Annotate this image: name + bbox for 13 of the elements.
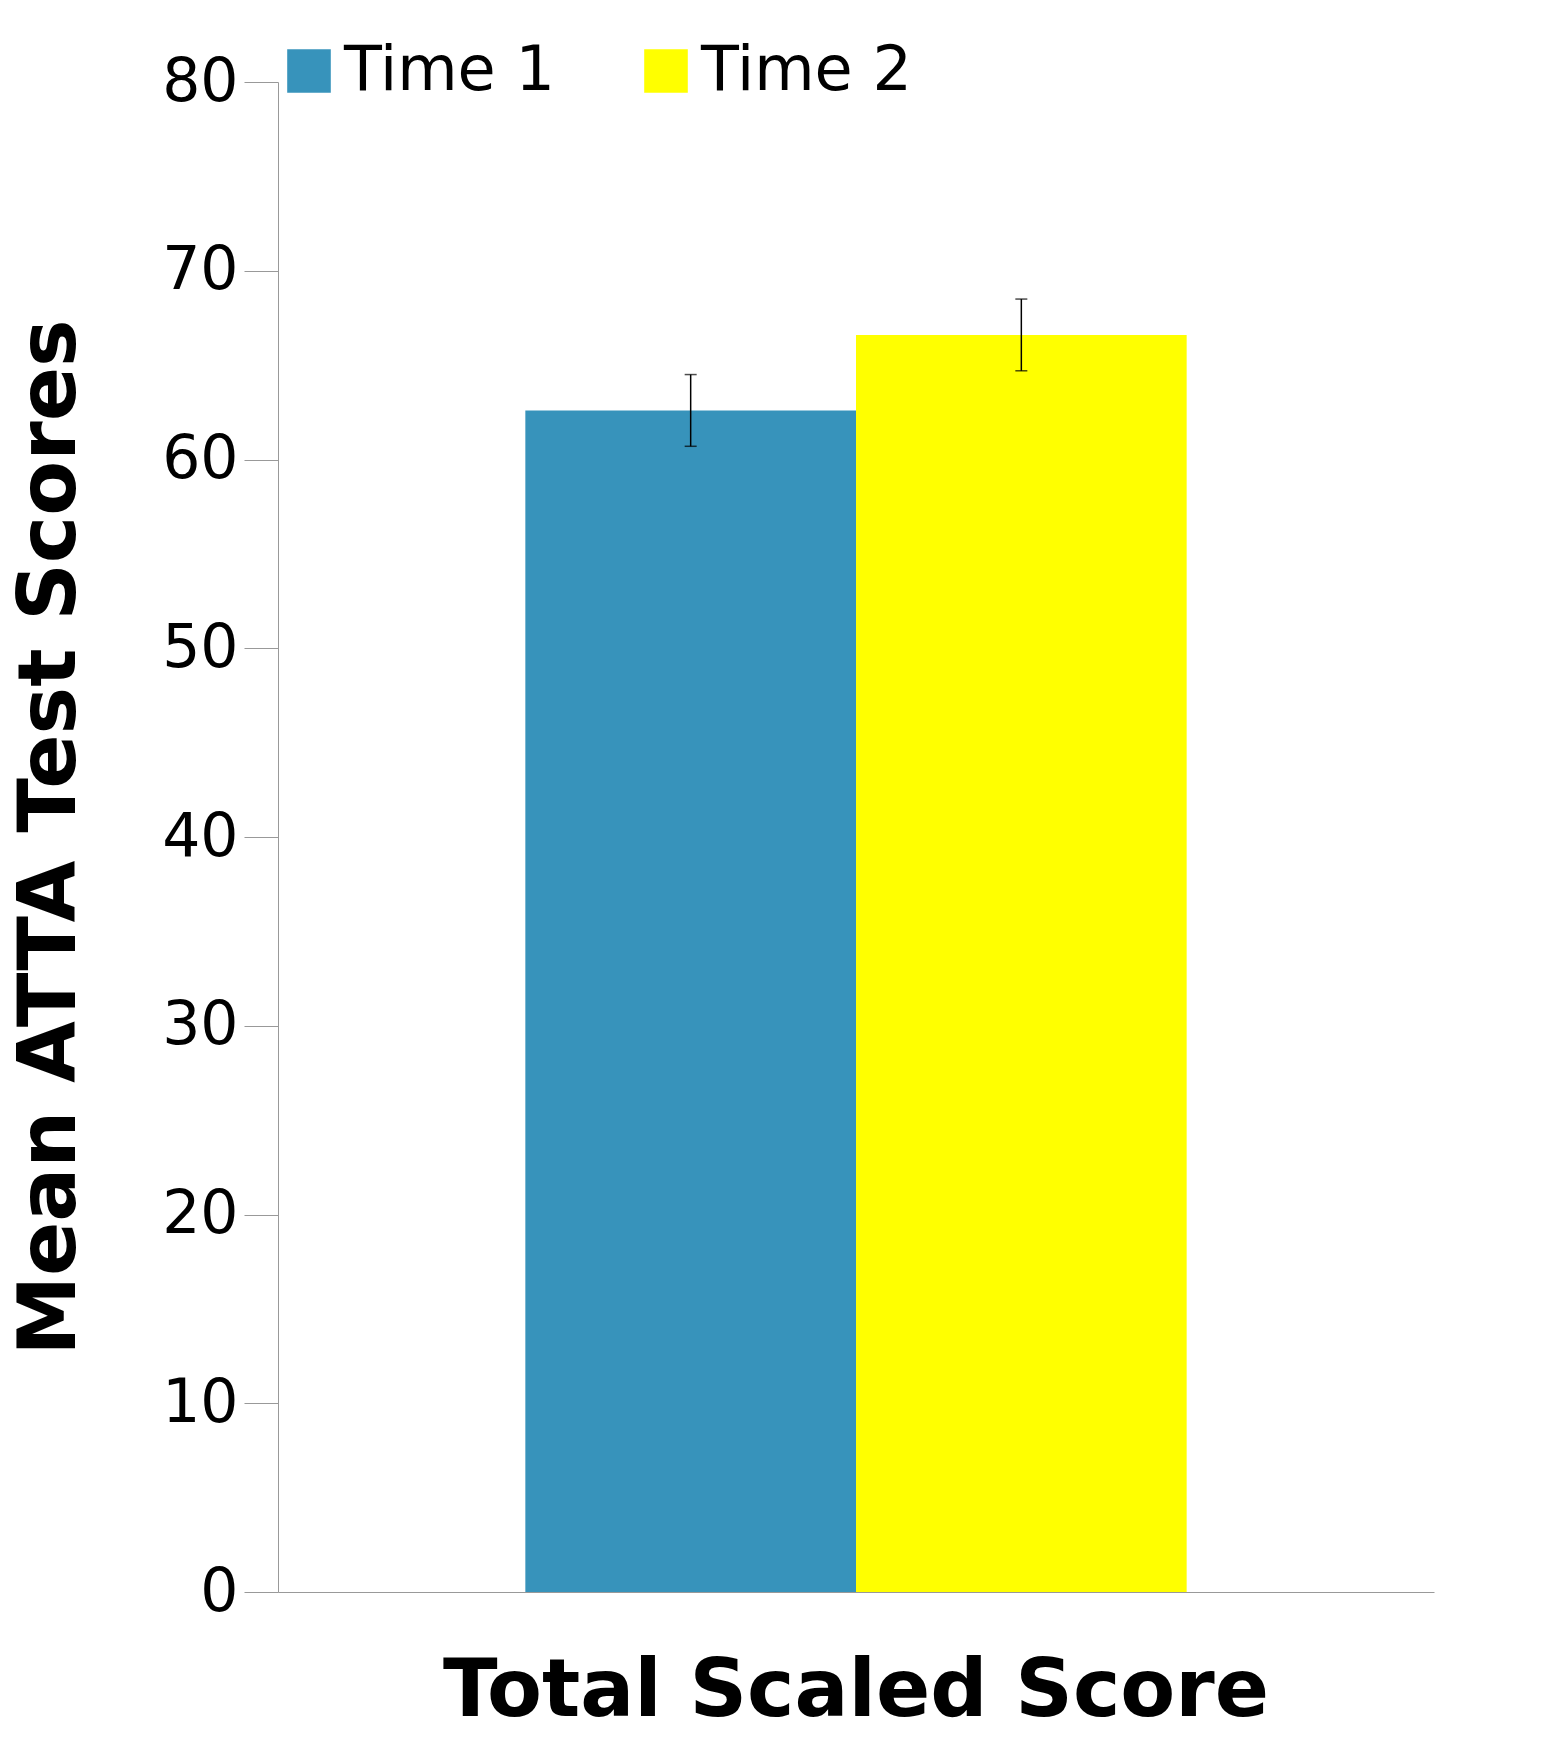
y-tick-label: 50 bbox=[162, 610, 239, 681]
y-tick-label: 10 bbox=[162, 1365, 239, 1436]
y-tick-label: 0 bbox=[200, 1554, 239, 1625]
y-axis-title: Mean ATTA Test Scores bbox=[1, 319, 95, 1356]
legend-label: Time 1 bbox=[343, 32, 555, 105]
y-tick-label: 40 bbox=[162, 799, 239, 870]
y-tick-label: 80 bbox=[162, 44, 239, 115]
y-tick-label: 60 bbox=[162, 422, 239, 492]
y-tick-label: 20 bbox=[162, 1177, 239, 1247]
y-tick-label: 70 bbox=[162, 233, 239, 304]
y-tick-label: 30 bbox=[162, 988, 239, 1059]
x-tick-label: Total Scaled Score bbox=[443, 1641, 1269, 1735]
legend-label: Time 2 bbox=[700, 32, 912, 105]
